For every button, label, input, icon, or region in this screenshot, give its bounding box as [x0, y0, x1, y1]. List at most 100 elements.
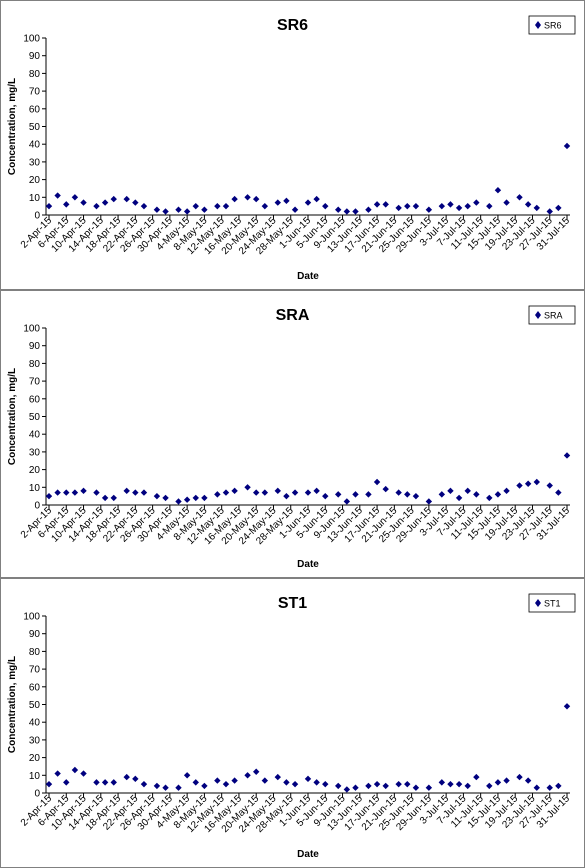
legend: SRA	[528, 305, 576, 325]
y-tick-label: 40	[29, 140, 41, 151]
data-point	[455, 204, 463, 212]
data-point	[304, 199, 312, 206]
data-point	[343, 208, 351, 215]
data-point	[322, 780, 329, 788]
data-point	[322, 492, 329, 500]
data-point	[175, 206, 182, 213]
legend-box	[528, 305, 576, 325]
y-tick-label: 80	[29, 359, 41, 370]
data-point	[464, 782, 471, 790]
data-point	[555, 489, 562, 496]
data-point	[253, 489, 260, 496]
data-point	[274, 199, 281, 206]
data-point	[555, 204, 562, 212]
data-point	[412, 784, 420, 791]
y-tick-label: 80	[29, 647, 41, 658]
data-point	[63, 201, 70, 208]
data-point	[54, 489, 61, 496]
data-point	[503, 487, 510, 495]
data-point	[425, 206, 433, 213]
data-point	[283, 779, 290, 786]
data-point	[438, 779, 446, 786]
data-point	[261, 202, 269, 210]
data-point	[503, 199, 510, 206]
data-point	[494, 187, 502, 194]
data-point	[110, 195, 117, 203]
data-point	[140, 202, 148, 210]
data-point	[524, 777, 532, 784]
legend-box	[528, 15, 576, 35]
data-point	[123, 195, 130, 203]
data-point	[304, 489, 312, 496]
data-point	[365, 782, 372, 790]
data-point	[373, 478, 381, 486]
data-point	[201, 206, 208, 213]
data-point	[395, 780, 402, 788]
data-point	[283, 197, 290, 205]
y-tick-label: 30	[29, 447, 41, 458]
data-point	[222, 202, 230, 210]
y-tick-label: 50	[29, 412, 41, 423]
data-point	[365, 491, 372, 498]
y-axis-title: Concentration, mg/L	[7, 78, 18, 175]
data-point	[546, 208, 553, 215]
data-point	[455, 494, 463, 502]
data-point	[291, 489, 299, 496]
data-point	[274, 487, 281, 495]
data-point	[253, 195, 260, 203]
y-tick-label: 50	[29, 700, 41, 711]
data-point	[214, 202, 221, 210]
legend-box	[528, 593, 576, 613]
data-point	[183, 496, 191, 503]
chart-panel-sr6: SR6 SR6 0 10 20 30 40 50 60 70 80 90 100 2-Apr-15 6-Ap…	[0, 0, 585, 290]
data-point	[123, 773, 130, 781]
data-point	[335, 206, 342, 213]
y-tick-label: 60	[29, 682, 41, 693]
y-tick-label: 70	[29, 665, 41, 676]
y-axis-title: Concentration, mg/L	[7, 368, 18, 465]
data-point	[365, 206, 372, 213]
data-point	[563, 703, 571, 710]
y-tick-label: 0	[34, 789, 40, 800]
data-point	[175, 784, 182, 791]
data-point	[447, 780, 454, 788]
chart-panel-st1: ST1 ST1 0 10 20 30 40 50 60 70 80 90 100 2-Apr-15 6-Ap…	[0, 578, 585, 868]
x-axis-title: Date	[297, 271, 319, 282]
data-point	[132, 775, 139, 783]
data-point	[192, 202, 199, 210]
data-point	[404, 780, 411, 788]
x-axis-title: Date	[297, 559, 319, 570]
data-point	[447, 487, 454, 495]
y-tick-label: 70	[29, 87, 41, 98]
data-point	[404, 202, 411, 210]
data-point	[563, 142, 571, 150]
data-point	[101, 779, 109, 786]
data-point	[494, 779, 502, 786]
y-tick-label: 10	[29, 483, 41, 494]
y-tick-label: 20	[29, 465, 41, 476]
data-point	[93, 202, 100, 210]
data-point	[231, 777, 238, 784]
data-point	[373, 780, 381, 788]
data-point	[175, 498, 182, 505]
data-point	[45, 202, 53, 210]
y-tick-label: 90	[29, 341, 41, 352]
data-point	[473, 773, 480, 781]
data-point	[563, 452, 571, 459]
data-point	[162, 208, 169, 215]
data-point	[382, 201, 389, 208]
data-point	[313, 487, 320, 495]
legend-label: ST1	[544, 599, 561, 609]
data-point	[283, 492, 290, 500]
data-point	[222, 489, 230, 496]
data-point	[516, 773, 523, 781]
data-point	[162, 784, 169, 791]
data-point	[473, 491, 480, 498]
y-tick-label: 0	[34, 501, 40, 512]
data-point	[132, 199, 139, 206]
data-point	[93, 779, 100, 786]
data-point	[291, 206, 299, 213]
legend: ST1	[528, 593, 576, 613]
data-point	[140, 489, 148, 496]
data-point	[45, 780, 53, 788]
